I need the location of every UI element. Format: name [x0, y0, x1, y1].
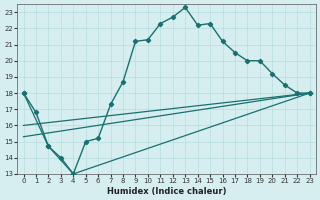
X-axis label: Humidex (Indice chaleur): Humidex (Indice chaleur) — [107, 187, 226, 196]
